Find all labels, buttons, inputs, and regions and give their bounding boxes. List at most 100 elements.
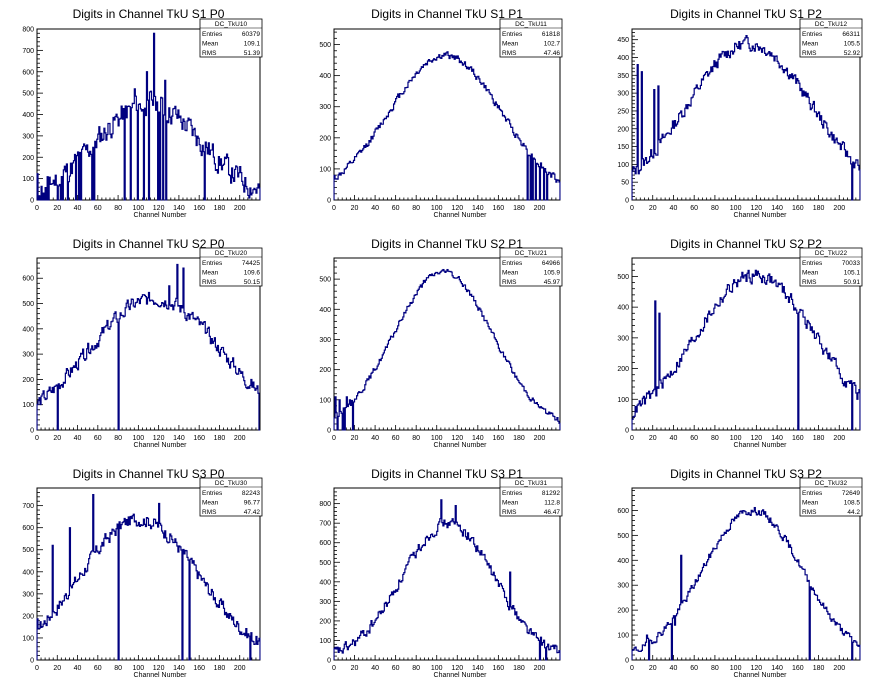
stats-label-mean: Mean xyxy=(202,500,219,507)
y-tick-label: 500 xyxy=(319,277,331,284)
stats-value-mean: 105.5 xyxy=(844,41,861,48)
stats-value-mean: 105.9 xyxy=(544,270,561,277)
stats-box-frame xyxy=(499,18,563,58)
stats-label-rms: RMS xyxy=(502,50,517,57)
stats-name: DC_TkU20 xyxy=(215,250,248,257)
y-tick-label: 100 xyxy=(617,162,629,169)
x-tick-label: 80 xyxy=(711,205,719,212)
stats-value-rms: 45.97 xyxy=(544,279,561,286)
stats-label-entries: Entries xyxy=(802,260,823,267)
y-tick-label: 300 xyxy=(319,599,331,606)
stats-value-rms: 47.42 xyxy=(244,509,261,516)
x-tick-label: 0 xyxy=(630,665,634,672)
y-tick-label: 350 xyxy=(617,73,629,80)
stats-label-mean: Mean xyxy=(802,41,819,48)
stats-value-rms: 46.47 xyxy=(544,509,561,516)
stats-label-rms: RMS xyxy=(202,509,217,516)
panel-title: Digits in Channel TkU S2 P0 xyxy=(73,237,225,251)
x-axis-label: Channel Number xyxy=(734,212,788,219)
x-tick-label: 100 xyxy=(133,665,145,672)
x-axis-label: Channel Number xyxy=(434,672,488,679)
x-tick-label: 60 xyxy=(690,205,698,212)
panel-title: Digits in Channel TkU S1 P2 xyxy=(670,7,822,21)
y-tick-label: 100 xyxy=(617,633,629,640)
y-tick-label: 50 xyxy=(621,180,629,187)
x-tick-label: 120 xyxy=(451,665,463,672)
x-tick-label: 0 xyxy=(630,205,634,212)
x-tick-label: 120 xyxy=(751,435,763,442)
stats-box: DC_TkU32 Entries 72649 Mean 108.5 RMS 44.2 xyxy=(799,477,863,517)
x-axis-label: Channel Number xyxy=(734,672,788,679)
x-tick-label: 200 xyxy=(534,665,546,672)
y-tick-label: 600 xyxy=(617,508,629,515)
y-tick-label: 500 xyxy=(617,274,629,281)
x-tick-label: 0 xyxy=(332,435,336,442)
stats-value-entries: 60379 xyxy=(242,31,260,38)
stats-value-mean: 102.7 xyxy=(544,41,561,48)
stats-box-frame xyxy=(499,247,563,287)
histogram-panel-5: Digits in Channel TkU S2 P1 0 20 40 60 80 100 1… xyxy=(319,237,563,449)
y-tick-label: 300 xyxy=(617,335,629,342)
x-tick-label: 180 xyxy=(813,205,825,212)
x-tick-label: 160 xyxy=(792,205,804,212)
y-tick-label: 0 xyxy=(30,198,34,205)
stats-label-entries: Entries xyxy=(502,260,523,267)
stats-value-rms: 50.15 xyxy=(244,279,261,286)
x-tick-label: 100 xyxy=(431,665,443,672)
y-tick-label: 200 xyxy=(319,367,331,374)
panel-title: Digits in Channel TkU S3 P1 xyxy=(371,467,523,481)
stats-value-entries: 66311 xyxy=(842,31,860,38)
x-tick-label: 160 xyxy=(493,665,505,672)
y-tick-label: 0 xyxy=(625,658,629,665)
histogram-series xyxy=(37,264,260,430)
x-tick-label: 180 xyxy=(813,665,825,672)
histogram-panel-8: Digits in Channel TkU S3 P1 0 20 40 60 80 100 1… xyxy=(319,467,563,679)
y-tick-label: 400 xyxy=(319,73,331,80)
stats-label-entries: Entries xyxy=(802,31,823,38)
histogram-series xyxy=(37,495,260,660)
x-tick-label: 80 xyxy=(412,665,420,672)
stats-label-mean: Mean xyxy=(802,270,819,277)
x-tick-label: 140 xyxy=(173,205,185,212)
stats-label-entries: Entries xyxy=(202,490,223,497)
stats-label-mean: Mean xyxy=(502,41,519,48)
x-tick-label: 140 xyxy=(472,665,484,672)
x-tick-label: 180 xyxy=(813,435,825,442)
y-tick-label: 600 xyxy=(319,540,331,547)
histogram-panel-2: Digits in Channel TkU S1 P1 0 20 40 60 80 100 1… xyxy=(319,7,563,219)
stats-box: DC_TkU30 Entries 82243 Mean 96.77 RMS 47.42 xyxy=(199,477,263,517)
x-tick-label: 20 xyxy=(649,205,657,212)
x-tick-label: 20 xyxy=(53,205,61,212)
x-tick-label: 160 xyxy=(493,435,505,442)
stats-label-mean: Mean xyxy=(502,270,519,277)
x-tick-label: 120 xyxy=(153,665,165,672)
x-tick-label: 140 xyxy=(173,435,185,442)
x-tick-label: 120 xyxy=(451,435,463,442)
x-axis-label: Channel Number xyxy=(134,212,188,219)
x-tick-label: 20 xyxy=(53,435,61,442)
x-tick-label: 60 xyxy=(94,665,102,672)
x-tick-label: 60 xyxy=(392,435,400,442)
x-tick-label: 200 xyxy=(234,205,246,212)
stats-value-entries: 82243 xyxy=(242,490,260,497)
stats-value-mean: 109.6 xyxy=(244,270,261,277)
x-tick-label: 0 xyxy=(332,665,336,672)
stats-value-entries: 70033 xyxy=(842,260,860,267)
x-tick-label: 20 xyxy=(649,435,657,442)
x-tick-label: 160 xyxy=(193,435,205,442)
stats-box: DC_TkU20 Entries 74425 Mean 109.6 RMS 50.15 xyxy=(199,247,263,287)
y-tick-label: 0 xyxy=(625,428,629,435)
stats-box-frame xyxy=(499,477,563,517)
histogram-panel-1: Digits in Channel TkU S1 P0 0 20 40 60 80 100 1… xyxy=(22,7,263,219)
x-tick-label: 80 xyxy=(114,435,122,442)
x-tick-label: 180 xyxy=(513,205,525,212)
y-tick-label: 300 xyxy=(22,591,34,598)
stats-value-rms: 47.46 xyxy=(544,50,561,57)
x-tick-label: 20 xyxy=(351,205,359,212)
histogram-series xyxy=(334,269,560,430)
stats-label-entries: Entries xyxy=(202,260,223,267)
y-tick-label: 0 xyxy=(327,198,331,205)
panel-title: Digits in Channel TkU S2 P2 xyxy=(670,237,822,251)
y-tick-label: 700 xyxy=(22,503,34,510)
